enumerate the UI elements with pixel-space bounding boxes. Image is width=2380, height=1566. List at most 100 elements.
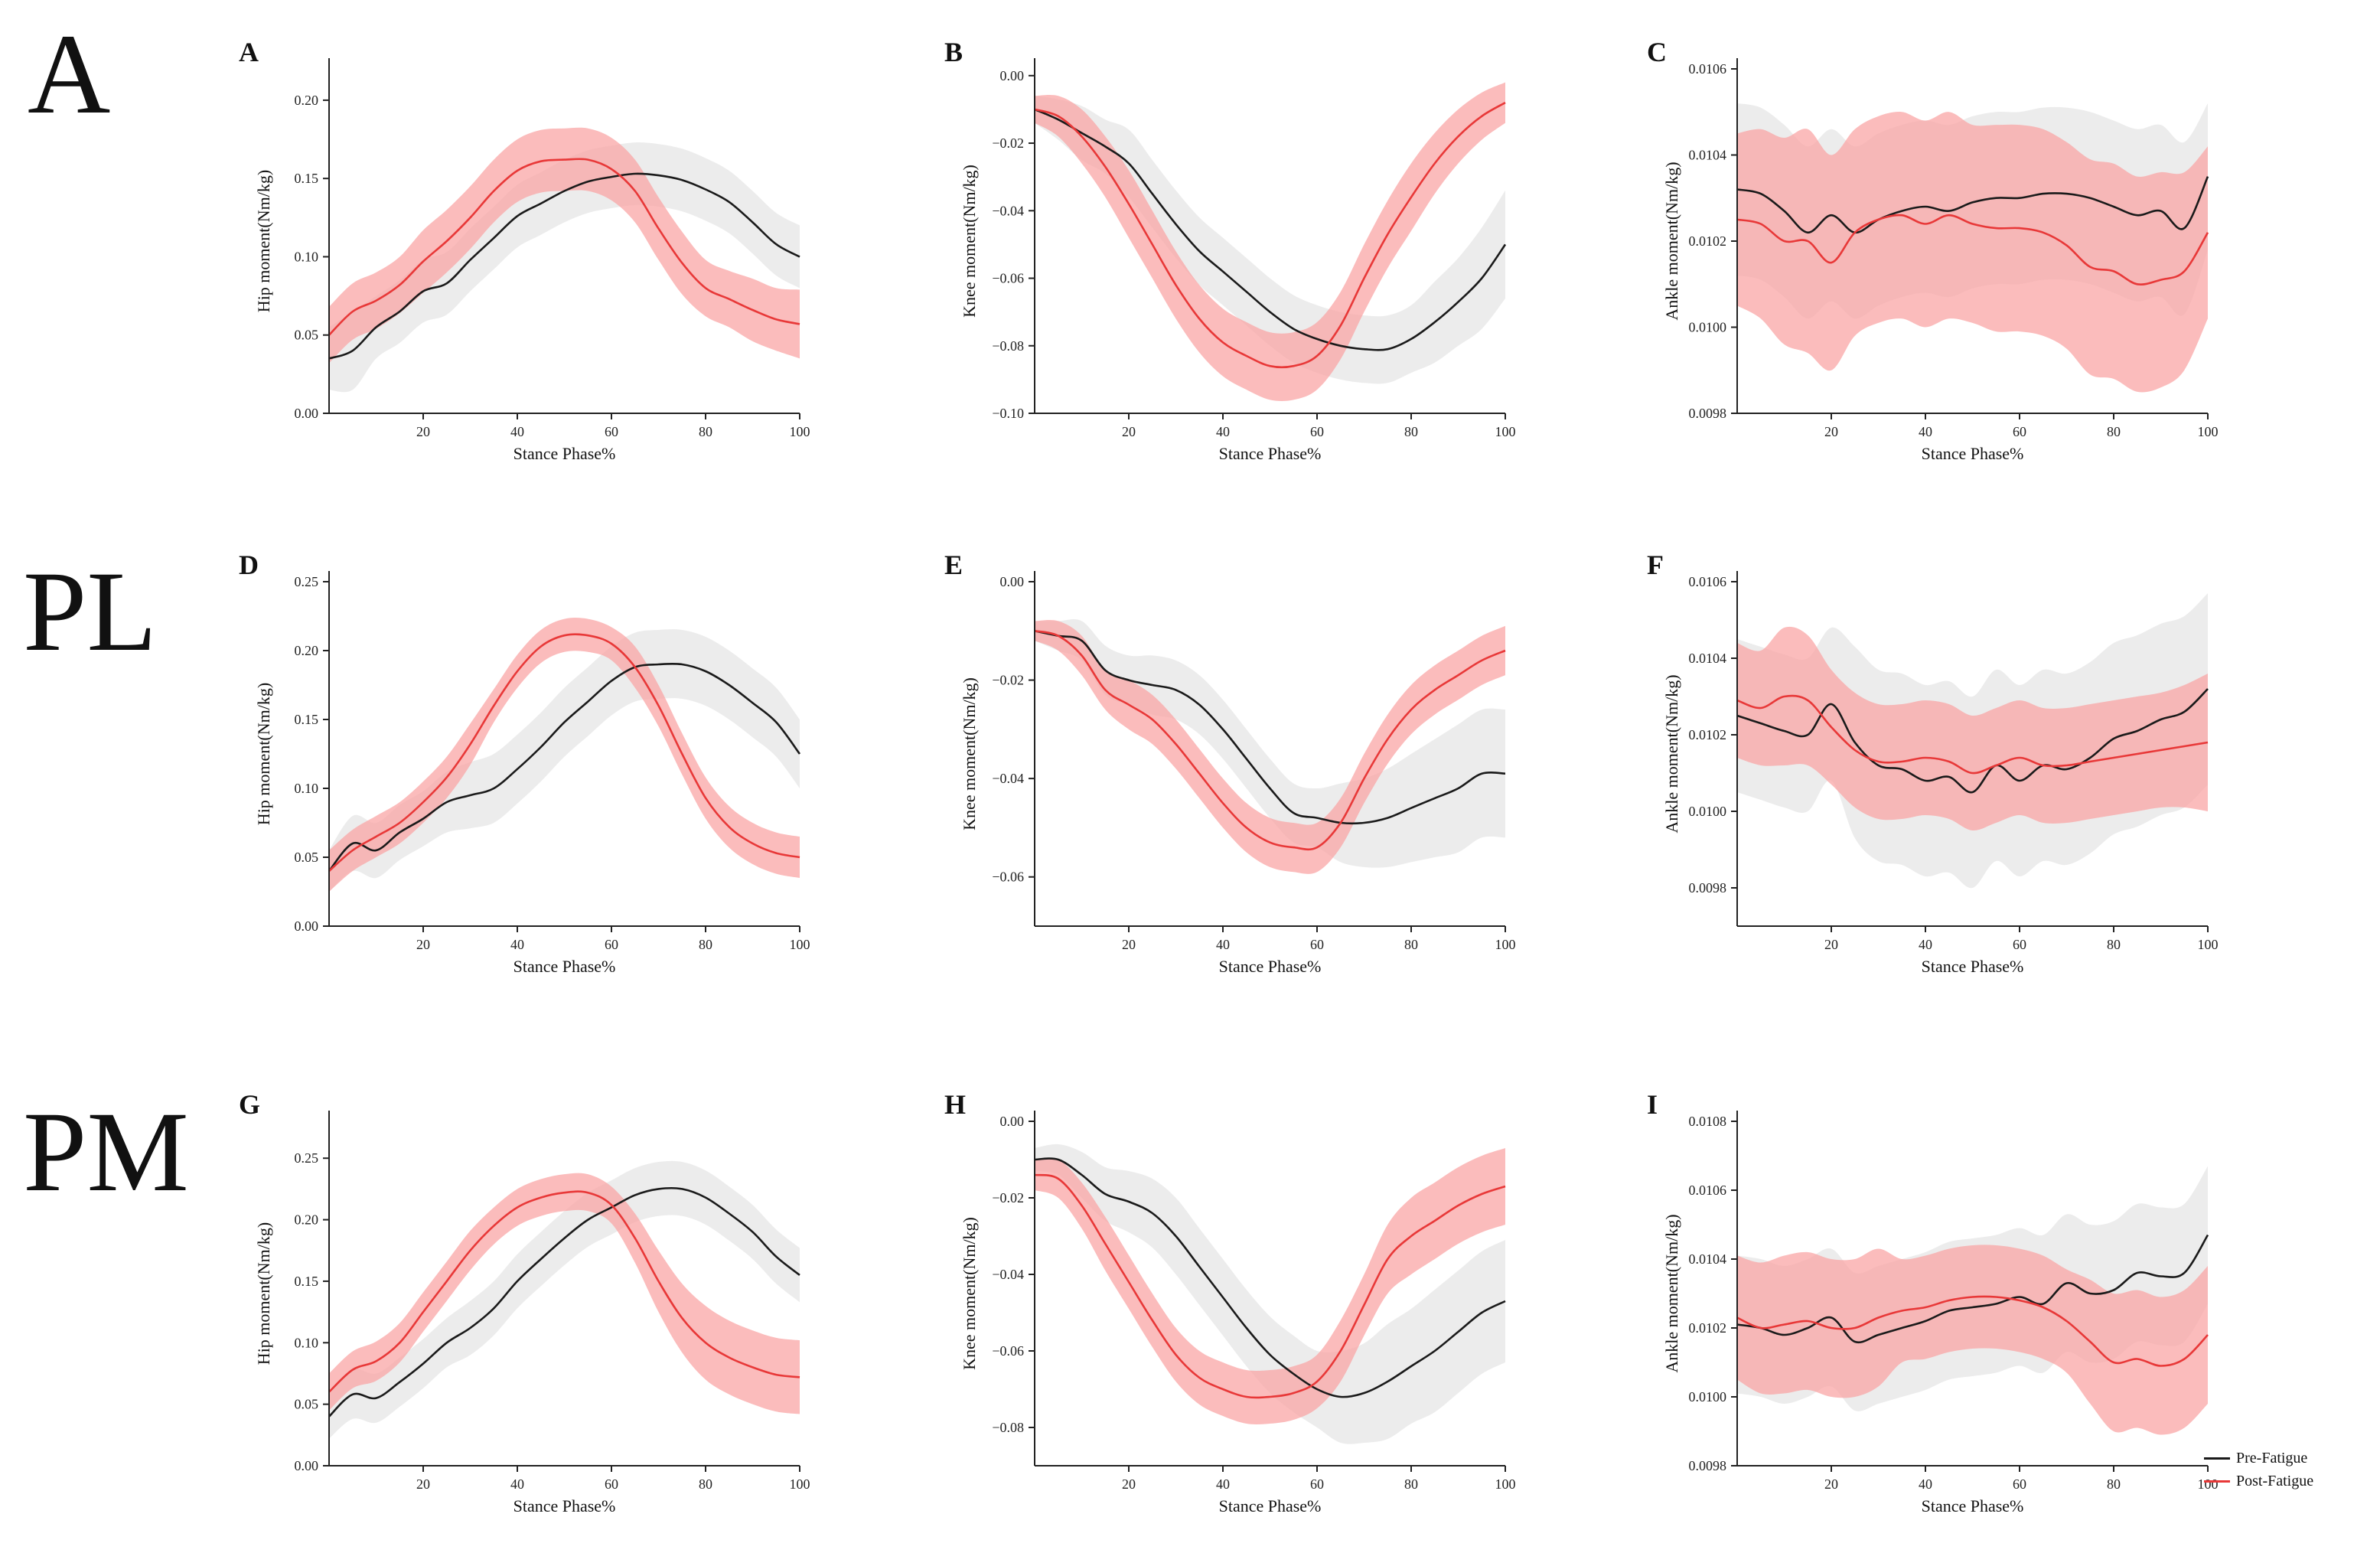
series-line-pre-fatigue xyxy=(328,1186,800,1418)
y-tick-label: 0.0106 xyxy=(1689,61,1727,77)
series-line-pre-fatigue xyxy=(1034,630,1506,825)
y-tick-label: 0.00 xyxy=(1000,574,1025,589)
y-tick-label: 0.25 xyxy=(295,574,319,589)
x-tick-label: 60 xyxy=(2013,937,2026,952)
y-axis-label: Knee moment(Nm/kg) xyxy=(960,165,979,318)
x-tick-label: 40 xyxy=(1919,424,1932,439)
series-line-post-fatigue xyxy=(328,1190,800,1393)
y-tick-label: 0.10 xyxy=(295,249,319,264)
legend: Pre-Fatigue Post-Fatigue xyxy=(2204,1447,2313,1493)
y-tick-label: 0.0106 xyxy=(1689,1183,1727,1198)
y-tick-label: 0.0106 xyxy=(1689,574,1727,589)
y-tick-label: 0.0104 xyxy=(1689,148,1727,163)
x-tick-label: 40 xyxy=(1216,424,1230,439)
y-tick-label: 0.05 xyxy=(295,1397,319,1412)
x-tick-label: 100 xyxy=(1495,1476,1516,1492)
x-axis-label: Stance Phase% xyxy=(1219,1496,1322,1515)
band-post-fatigue xyxy=(329,1173,800,1414)
y-tick-label: 0.0108 xyxy=(1689,1114,1727,1129)
y-tick-label: 0.15 xyxy=(295,1274,319,1289)
y-tick-label: 0.20 xyxy=(295,1212,319,1228)
panel-c: 0.0098 0.0100 0.0102 0.0104 0.0106 20 40 60 80 10… xyxy=(1647,37,2219,463)
series-line-pre-fatigue xyxy=(1736,1234,2209,1344)
x-tick-label: 100 xyxy=(790,937,810,952)
y-tick-label: 0.00 xyxy=(1000,68,1025,83)
y-tick-label: −0.06 xyxy=(992,271,1024,286)
legend-label-post: Post-Fatigue xyxy=(2236,1472,2314,1489)
y-axis-label: Hip moment(Nm/kg) xyxy=(254,683,273,825)
y-tick-label: 0.0102 xyxy=(1689,1320,1727,1336)
x-tick-label: 60 xyxy=(605,424,618,439)
band-post-fatigue xyxy=(1737,626,2208,831)
x-tick-label: 80 xyxy=(1404,1476,1418,1492)
x-tick-label: 40 xyxy=(1919,1476,1932,1492)
row-label-a: A xyxy=(28,11,111,138)
x-axis-label: Stance Phase% xyxy=(513,957,616,976)
y-tick-label: 0.00 xyxy=(295,1458,319,1473)
x-tick-label: 60 xyxy=(605,1476,618,1492)
panel-letter: F xyxy=(1647,550,1664,580)
x-tick-label: 100 xyxy=(1495,424,1516,439)
panel-d: 0.00 0.05 0.10 0.15 0.20 0.25 20 40 60 80 100 Stanc… xyxy=(239,550,810,976)
y-tick-label: −0.04 xyxy=(992,1267,1024,1282)
y-tick-label: 0.0100 xyxy=(1689,320,1727,335)
x-tick-label: 40 xyxy=(510,937,524,952)
series-line-post-fatigue xyxy=(1034,101,1506,369)
panel-letter: I xyxy=(1647,1089,1658,1120)
y-tick-label: −0.10 xyxy=(992,406,1024,421)
x-tick-label: 20 xyxy=(416,424,430,439)
x-tick-label: 60 xyxy=(2013,424,2026,439)
series-line-pre-fatigue xyxy=(328,172,800,360)
panel-e: −0.06 −0.04 −0.02 0.00 20 40 60 80 100 Stance Pha… xyxy=(944,550,1516,976)
y-tick-label: 0.0104 xyxy=(1689,651,1727,666)
panel-a: 0.00 0.05 0.10 0.15 0.20 20 40 60 80 100 Stance Ph… xyxy=(239,37,810,463)
panel-letter: H xyxy=(944,1089,966,1120)
x-tick-label: 80 xyxy=(2107,424,2121,439)
y-tick-label: −0.02 xyxy=(992,135,1024,151)
panel-letter: E xyxy=(944,550,963,580)
legend-swatch-post xyxy=(2204,1480,2230,1483)
panel-g: 0.00 0.05 0.10 0.15 0.20 0.25 20 40 60 80 100 Stanc… xyxy=(239,1089,810,1515)
y-tick-label: 0.20 xyxy=(295,93,319,108)
series-line-pre-fatigue xyxy=(1736,688,2209,794)
y-tick-label: 0.00 xyxy=(1000,1114,1025,1129)
y-tick-label: 0.20 xyxy=(295,643,319,658)
y-axis-label: Knee moment(Nm/kg) xyxy=(960,677,979,830)
row-label-pm: PM xyxy=(23,1088,189,1215)
y-tick-label: 0.00 xyxy=(295,406,319,421)
y-tick-label: 0.10 xyxy=(295,781,319,796)
legend-swatch-pre xyxy=(2204,1457,2230,1460)
x-tick-label: 80 xyxy=(2107,1476,2121,1492)
x-axis-label: Stance Phase% xyxy=(1922,444,2024,463)
y-tick-label: −0.04 xyxy=(992,203,1024,218)
x-tick-label: 20 xyxy=(1122,424,1136,439)
y-axis-label: Knee moment(Nm/kg) xyxy=(960,1217,979,1370)
series-line-post-fatigue xyxy=(1736,214,2209,285)
y-tick-label: 0.10 xyxy=(295,1335,319,1350)
x-tick-label: 20 xyxy=(1122,1476,1136,1492)
band-post-fatigue xyxy=(1737,112,2208,393)
y-axis-label: Ankle moment(Nm/kg) xyxy=(1662,1214,1681,1372)
y-tick-label: 0.00 xyxy=(295,918,319,934)
y-tick-label: −0.02 xyxy=(992,1190,1024,1205)
y-tick-label: 0.0098 xyxy=(1689,1458,1727,1473)
x-tick-label: 20 xyxy=(416,937,430,952)
legend-item-pre: Pre-Fatigue xyxy=(2204,1447,2313,1470)
y-tick-label: 0.15 xyxy=(295,712,319,727)
series-line-post-fatigue xyxy=(1736,694,2209,775)
series-line-post-fatigue xyxy=(1034,1173,1506,1399)
band-pre-fatigue xyxy=(1035,1144,1505,1444)
band-post-fatigue xyxy=(1737,1245,2208,1435)
y-tick-label: 0.05 xyxy=(295,328,319,343)
band-pre-fatigue xyxy=(329,142,800,393)
y-tick-label: 0.0100 xyxy=(1689,804,1727,819)
x-tick-label: 20 xyxy=(416,1476,430,1492)
x-tick-label: 100 xyxy=(1495,937,1516,952)
y-tick-label: 0.0102 xyxy=(1689,233,1727,249)
x-tick-label: 60 xyxy=(1310,424,1324,439)
y-axis-label: Hip moment(Nm/kg) xyxy=(254,170,273,312)
y-tick-label: −0.08 xyxy=(992,1420,1024,1435)
series-line-pre-fatigue xyxy=(1736,176,2209,234)
y-tick-label: 0.0100 xyxy=(1689,1389,1727,1405)
